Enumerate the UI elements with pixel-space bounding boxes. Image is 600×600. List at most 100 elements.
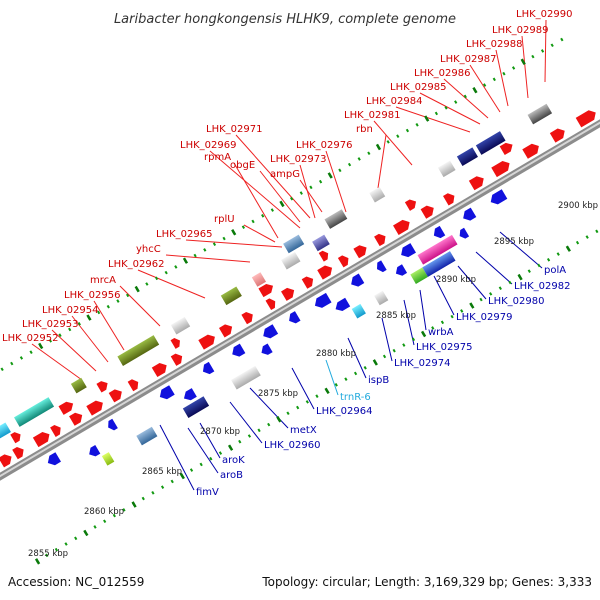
gene-label-forward: LHK_02952 (2, 333, 58, 344)
scale-tick (174, 265, 178, 269)
scale-tick (585, 235, 589, 239)
scale-tick (363, 365, 367, 370)
gene-label-reverse: LHK_02964 (316, 406, 372, 417)
scale-tick (218, 451, 223, 455)
scale-tick (460, 309, 464, 313)
gene-feature (468, 176, 484, 191)
gene-feature (198, 334, 215, 350)
scale-tick (402, 343, 406, 347)
scale-tick-major (472, 86, 478, 94)
callout-line (377, 134, 387, 189)
gene-label-reverse: wrbA (428, 327, 454, 338)
scale-tick (492, 77, 496, 82)
callout-line (233, 162, 279, 239)
scale-tick (77, 321, 81, 326)
gene-label-forward: LHK_02973 (270, 154, 326, 165)
scale-tick (45, 553, 49, 558)
gene-feature (202, 361, 215, 375)
gene-label-forward: obgE (230, 160, 255, 171)
scale-tick-major (134, 285, 140, 293)
scale-tick (68, 327, 72, 332)
gene-label-reverse: LHK_02979 (456, 312, 512, 323)
callout-line (249, 387, 289, 429)
gene-feature (0, 454, 12, 468)
gene-feature (351, 273, 365, 287)
gene-feature (283, 234, 305, 254)
scale-tick-major (469, 302, 475, 309)
scale-labels: 2855 kbp 2860 kbp 2865 kbp 2870 kbp 2875 kbp… (28, 201, 598, 559)
scale-tick (367, 151, 371, 156)
gene-feature (261, 343, 273, 355)
scale-label: 2885 kbp (376, 311, 416, 321)
scale-tick (0, 367, 4, 372)
scale-tick-major (372, 359, 378, 366)
scale-tick (203, 248, 207, 252)
scale-tick (247, 434, 252, 438)
scale-tick (299, 191, 303, 195)
scale-tick (261, 213, 265, 218)
gene-feature (437, 160, 456, 178)
scale-label: 2855 kbp (28, 549, 68, 559)
gene-feature (101, 452, 115, 466)
gene-label-forward: LHK_02971 (206, 124, 262, 135)
scale-tick (353, 371, 358, 376)
scale-tick-major (520, 58, 526, 65)
scale-tick (112, 513, 116, 518)
scale-tick (10, 361, 14, 366)
scale-tick (444, 105, 448, 110)
gene-feature (182, 396, 210, 418)
scale-label: 2895 kbp (494, 237, 534, 247)
callout-line (433, 275, 455, 316)
scale-tick (315, 394, 319, 398)
gene-feature (335, 297, 351, 311)
scale-tick (296, 405, 300, 410)
callout-line (395, 106, 471, 133)
scale-tick (58, 333, 62, 337)
forward-features (0, 103, 596, 468)
gene-feature (170, 316, 191, 335)
gene-label-forward: yhcC (136, 244, 161, 255)
scale-tick (527, 269, 531, 273)
gene-feature (108, 389, 122, 403)
accession-text: Accession: NC_012559 (8, 575, 144, 589)
callout-lines (31, 19, 547, 491)
scale-tick (392, 348, 396, 353)
callout-line (165, 254, 251, 263)
scale-tick (97, 310, 101, 315)
scale-tick-major (83, 529, 89, 537)
gene-feature (136, 426, 158, 446)
gene-feature (108, 418, 118, 431)
scale-tick-major (327, 172, 333, 179)
scale-tick (270, 208, 274, 212)
callout-line (299, 179, 323, 213)
scale-tick (29, 350, 33, 355)
callout-line (229, 401, 263, 444)
scale-tick (290, 196, 294, 201)
gene-feature (170, 338, 180, 349)
gene-feature (170, 353, 183, 366)
callout-line (443, 78, 489, 119)
callout-line (187, 427, 219, 474)
scale-tick (170, 479, 174, 484)
callout-line (199, 422, 221, 459)
gene-label-forward: rpmA (204, 152, 231, 163)
forward-gene-labels: LHK_02952 LHK_02953 LHK_02954 LHK_02956 mrcA… (2, 9, 572, 344)
callout-line (209, 150, 301, 229)
gene-label-forward: LHK_02954 (42, 305, 98, 316)
scale-tick (116, 299, 120, 303)
gene-label-reverse: LHK_02980 (488, 296, 544, 307)
gene-feature (393, 219, 410, 235)
scale-label: 2875 kbp (258, 389, 298, 399)
scale-tick (431, 326, 435, 330)
scale-ticks-inner (34, 229, 599, 565)
callout-line (235, 134, 311, 219)
gene-label-reverse: aroK (222, 455, 245, 466)
scale-tick (164, 270, 168, 275)
gene-feature (490, 189, 508, 205)
gene-label-forward: LHK_02981 (344, 110, 400, 121)
scale-tick (334, 383, 338, 387)
scale-tick (106, 304, 110, 309)
gene-feature (258, 283, 274, 298)
